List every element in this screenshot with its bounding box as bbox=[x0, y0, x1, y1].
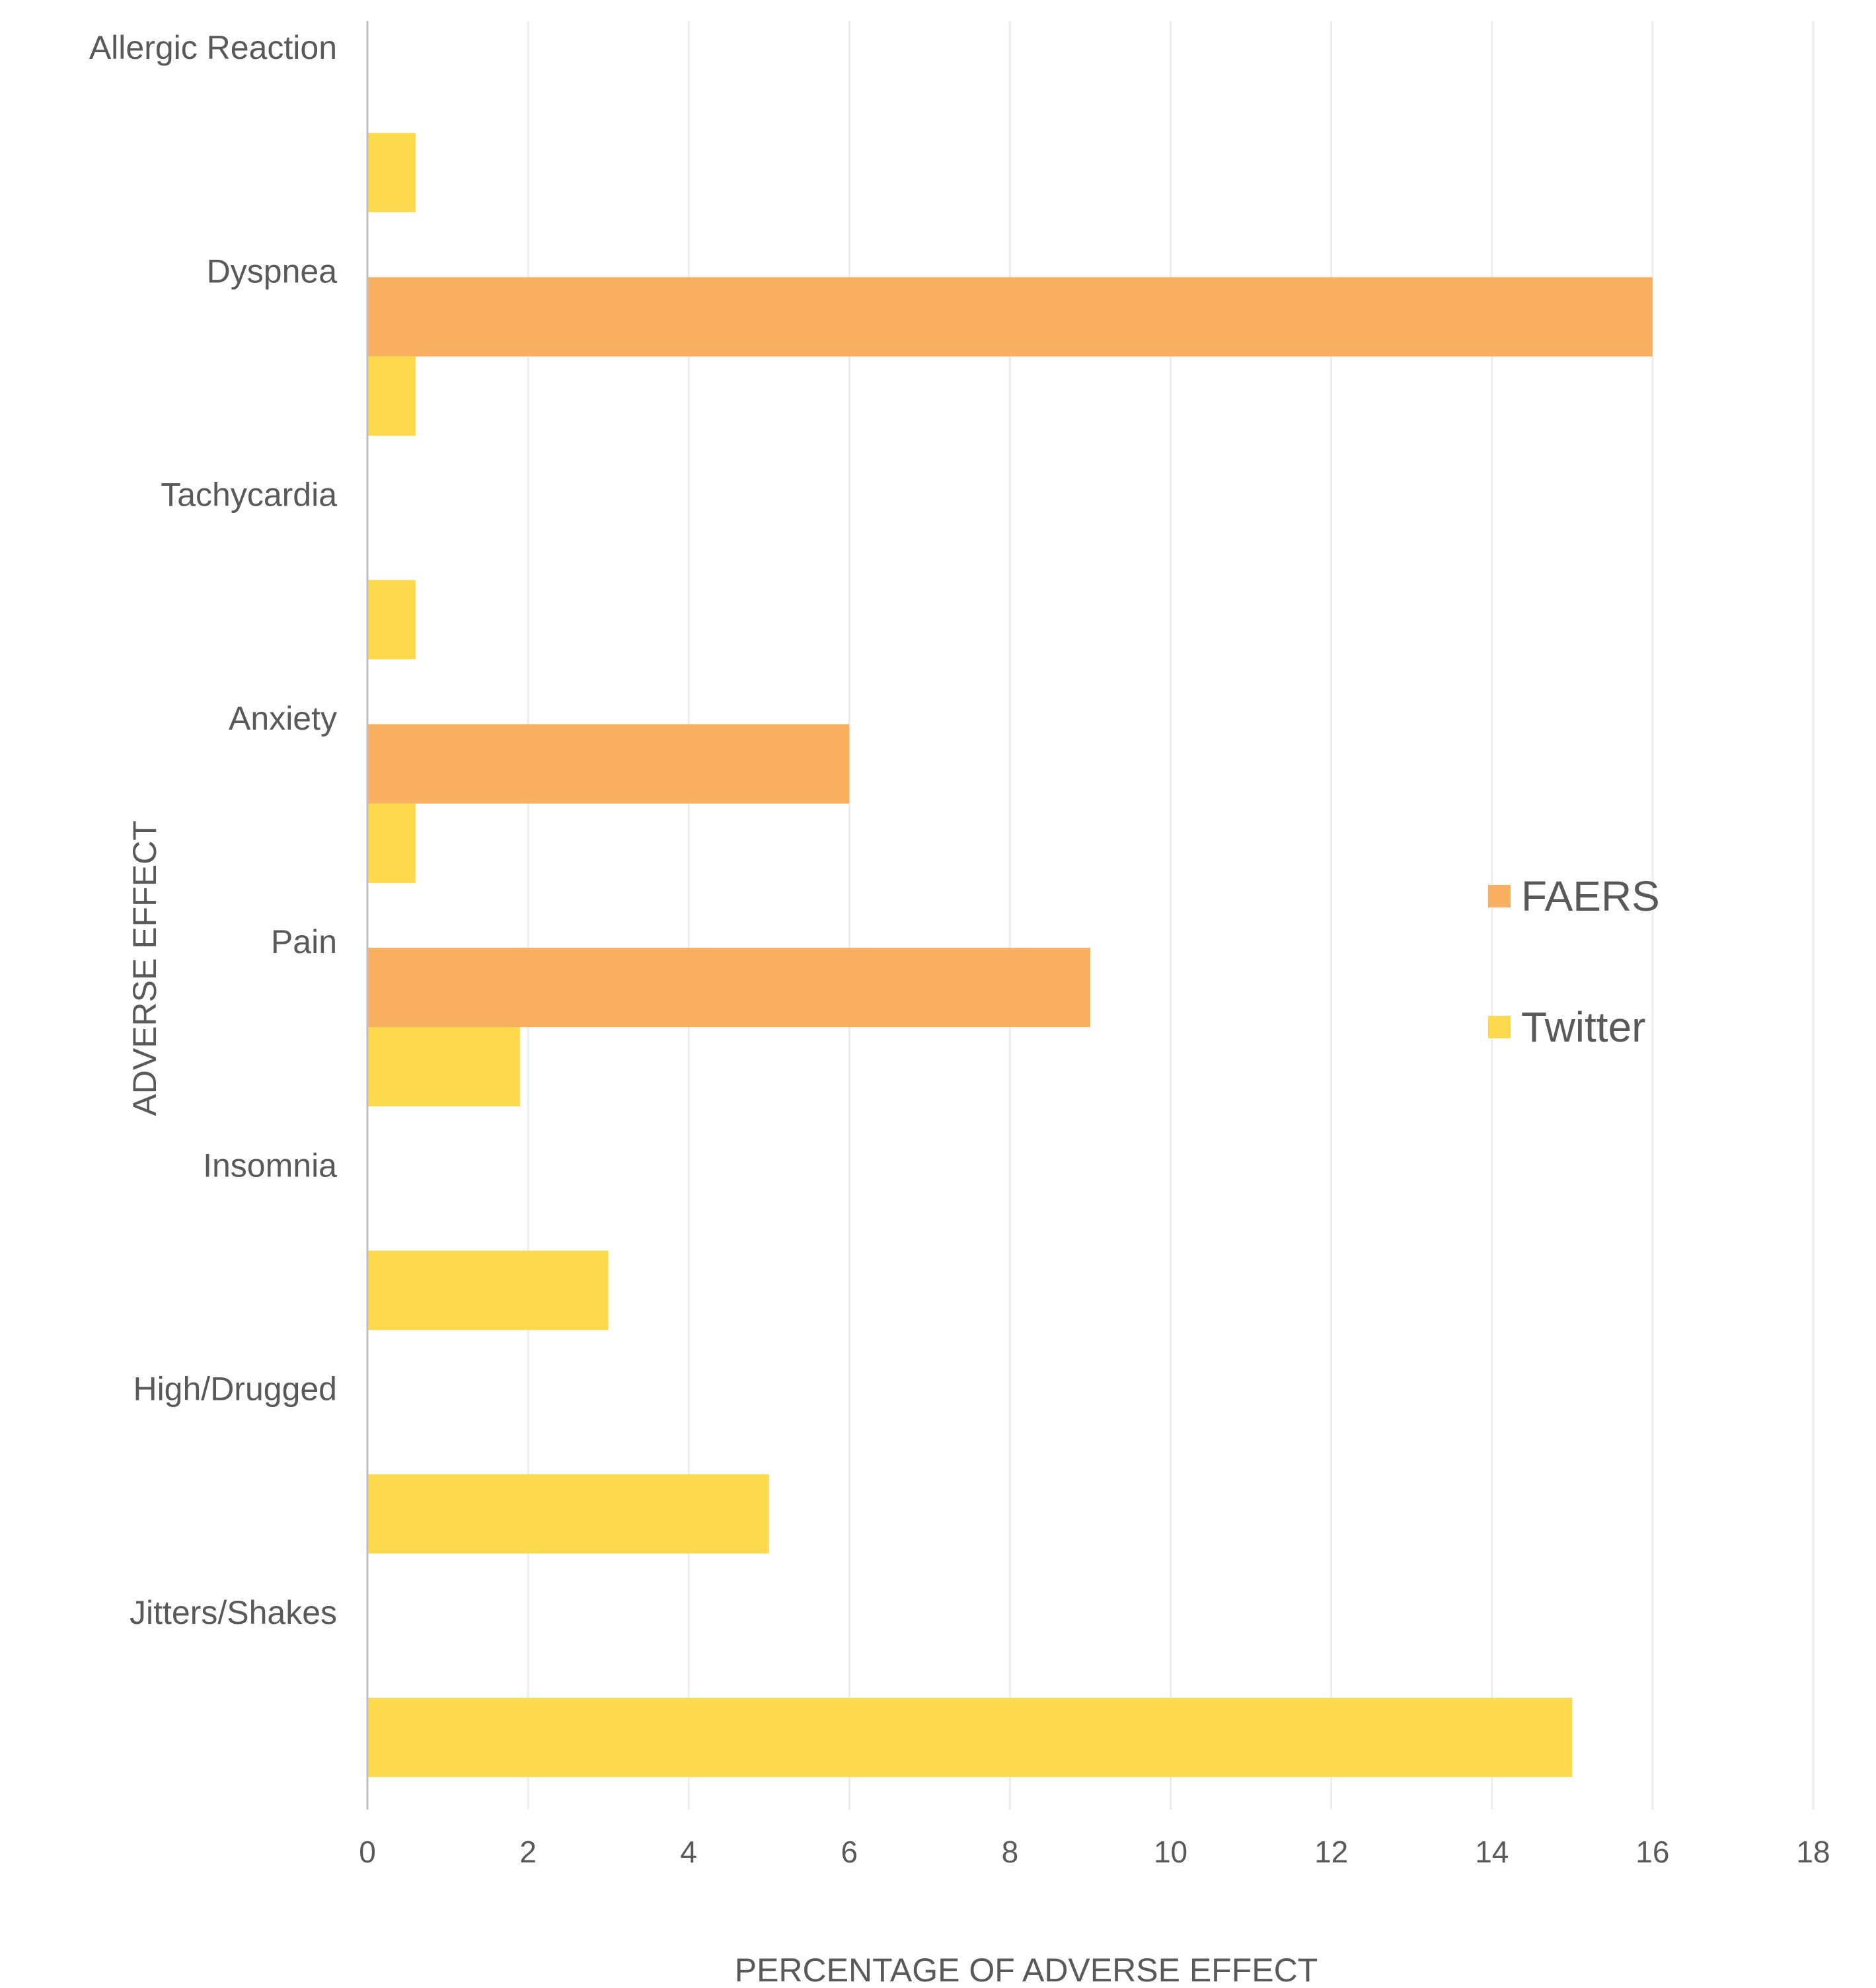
category-label-jitters-shakes: Jitters/Shakes bbox=[130, 1594, 337, 1631]
x-tick-label-18: 18 bbox=[1796, 1835, 1830, 1869]
category-label-anxiety: Anxiety bbox=[229, 700, 337, 737]
x-tick-label-12: 12 bbox=[1314, 1835, 1348, 1869]
bar-faers-dyspnea bbox=[367, 277, 1653, 357]
bar-faers-pain bbox=[367, 948, 1090, 1028]
category-labels: Allergic Reaction Dyspnea Tachycardia Anxie… bbox=[89, 29, 337, 1631]
bar-twitter-anxiety bbox=[367, 803, 416, 883]
bar-twitter-jitters-shakes bbox=[367, 1697, 1573, 1777]
bar-twitter-dyspnea bbox=[367, 356, 416, 436]
x-tick-labels: 0 2 4 6 8 10 12 14 16 18 bbox=[359, 1835, 1830, 1869]
category-label-high-drugged: High/Drugged bbox=[133, 1371, 337, 1408]
bar-twitter-insomnia bbox=[367, 1250, 609, 1330]
bar-twitter-pain bbox=[367, 1027, 520, 1107]
legend: FAERS Twitter bbox=[1488, 872, 1660, 1051]
bar-twitter-high-drugged bbox=[367, 1474, 769, 1554]
category-label-allergic-reaction: Allergic Reaction bbox=[89, 29, 337, 66]
category-label-insomnia: Insomnia bbox=[203, 1147, 337, 1184]
x-tick-label-10: 10 bbox=[1154, 1835, 1187, 1869]
bars bbox=[367, 133, 1653, 1777]
x-tick-label-2: 2 bbox=[519, 1835, 537, 1869]
legend-label-twitter: Twitter bbox=[1521, 1003, 1645, 1051]
bar-faers-anxiety bbox=[367, 724, 850, 804]
x-tick-label-6: 6 bbox=[841, 1835, 858, 1869]
category-label-dyspnea: Dyspnea bbox=[207, 252, 338, 289]
x-tick-label-16: 16 bbox=[1635, 1835, 1669, 1869]
legend-label-faers: FAERS bbox=[1521, 872, 1660, 920]
x-tick-label-0: 0 bbox=[359, 1835, 376, 1869]
y-axis-title: ADVERSE EFFECT bbox=[126, 820, 163, 1116]
x-axis-title: PERCENTAGE OF ADVERSE EFFECT bbox=[735, 1952, 1318, 1988]
x-tick-label-8: 8 bbox=[1002, 1835, 1019, 1869]
bar-twitter-allergic-reaction bbox=[367, 133, 416, 213]
bar-twitter-tachycardia bbox=[367, 580, 416, 660]
x-tick-label-4: 4 bbox=[680, 1835, 697, 1869]
legend-swatch-twitter bbox=[1488, 1016, 1511, 1038]
category-label-pain: Pain bbox=[271, 923, 337, 960]
category-label-tachycardia: Tachycardia bbox=[161, 477, 337, 514]
legend-swatch-faers bbox=[1488, 885, 1511, 907]
x-tick-label-14: 14 bbox=[1475, 1835, 1509, 1869]
